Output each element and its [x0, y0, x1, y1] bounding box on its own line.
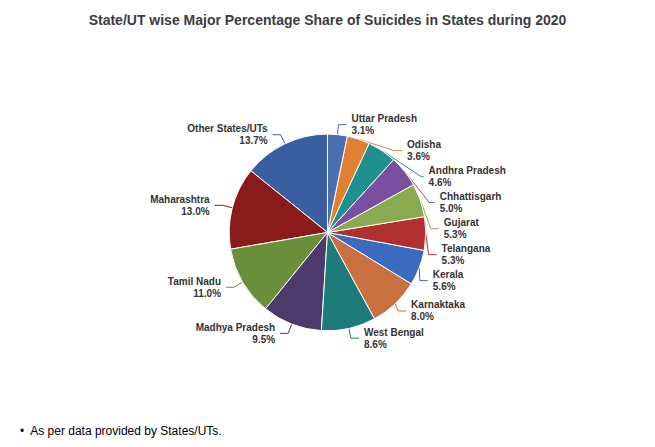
- svg-text:13.0%: 13.0%: [181, 206, 209, 217]
- svg-text:9.5%: 9.5%: [252, 334, 275, 345]
- svg-text:Chhattisgarh: Chhattisgarh: [440, 191, 502, 202]
- svg-text:5.3%: 5.3%: [444, 229, 467, 240]
- svg-text:Gujarat: Gujarat: [444, 217, 480, 228]
- svg-text:3.6%: 3.6%: [407, 151, 430, 162]
- svg-text:5.0%: 5.0%: [440, 203, 463, 214]
- svg-text:Madhya Pradesh: Madhya Pradesh: [196, 322, 275, 333]
- svg-text:Andhra Pradesh: Andhra Pradesh: [429, 165, 506, 176]
- svg-text:4.6%: 4.6%: [429, 177, 452, 188]
- svg-text:5.6%: 5.6%: [433, 281, 456, 292]
- svg-text:• As per data provided by Sta: • As per data provided by States/UTs.: [20, 424, 222, 438]
- svg-text:13.7%: 13.7%: [239, 135, 267, 146]
- svg-text:Uttar Pradesh: Uttar Pradesh: [351, 113, 417, 124]
- svg-text:West Bengal: West Bengal: [364, 327, 424, 338]
- svg-text:3.1%: 3.1%: [351, 125, 374, 136]
- svg-text:5.3%: 5.3%: [442, 255, 465, 266]
- svg-text:Maharashtra: Maharashtra: [150, 194, 210, 205]
- svg-text:State/UT wise Major Percentage: State/UT wise Major Percentage Share of …: [89, 12, 567, 28]
- svg-text:Telangana: Telangana: [442, 243, 491, 254]
- svg-text:8.6%: 8.6%: [364, 339, 387, 350]
- svg-text:8.0%: 8.0%: [411, 311, 434, 322]
- svg-text:Odisha: Odisha: [407, 139, 441, 150]
- svg-text:Tamil Nadu: Tamil Nadu: [168, 276, 221, 287]
- svg-text:11.0%: 11.0%: [193, 288, 221, 299]
- svg-text:Karnaktaka: Karnaktaka: [411, 299, 465, 310]
- svg-text:Kerala: Kerala: [433, 269, 464, 280]
- svg-text:Other States/UTs: Other States/UTs: [187, 123, 268, 134]
